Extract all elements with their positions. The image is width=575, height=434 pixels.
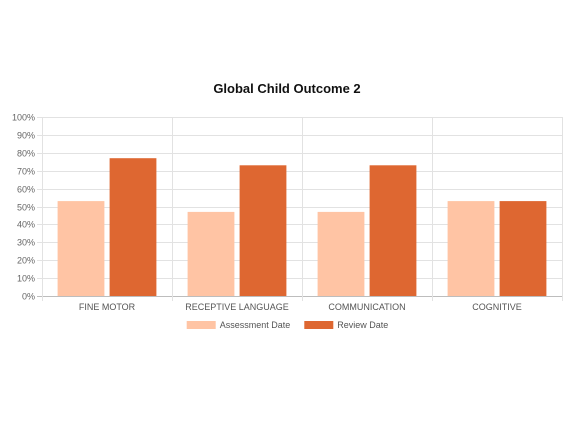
y-tick-label: 50% — [17, 203, 35, 213]
y-tick-label: 10% — [17, 274, 35, 284]
legend-swatch-1 — [304, 321, 334, 329]
legend: Assessment Date Review Date — [186, 320, 388, 330]
y-tick-label: 20% — [17, 256, 35, 266]
y-tick-label: 90% — [17, 131, 35, 141]
legend-swatch-0 — [186, 321, 216, 329]
y-tick-label: 80% — [17, 149, 35, 159]
y-tick-label: 0% — [22, 292, 35, 302]
bar-assessment-0[interactable] — [57, 201, 105, 296]
bars — [57, 158, 547, 296]
bar-assessment-1[interactable] — [187, 211, 235, 296]
x-category-label: COMMUNICATION — [328, 302, 405, 312]
legend-label-0[interactable]: Assessment Date — [220, 320, 291, 330]
x-category-label: RECEPTIVE LANGUAGE — [185, 302, 289, 312]
y-tick-label: 70% — [17, 167, 35, 177]
bar-review-0[interactable] — [109, 158, 157, 296]
x-category-label: COGNITIVE — [472, 302, 522, 312]
bar-review-1[interactable] — [239, 165, 287, 296]
bar-assessment-2[interactable] — [317, 211, 365, 296]
x-axis-labels: FINE MOTOR RECEPTIVE LANGUAGE COMMUNICATIO… — [79, 302, 522, 312]
legend-label-1[interactable]: Review Date — [337, 320, 388, 330]
bar-review-2[interactable] — [369, 165, 417, 296]
bar-assessment-3[interactable] — [447, 201, 495, 296]
y-tick-label: 100% — [12, 113, 35, 123]
y-axis-ticks: 0% 10% 20% 30% 40% 50% 60% 70% 80% 90% 100% — [12, 113, 35, 302]
chart-title: Global Child Outcome 2 — [213, 81, 360, 96]
y-tick-label: 30% — [17, 238, 35, 248]
x-category-label: FINE MOTOR — [79, 302, 136, 312]
y-tick-label: 40% — [17, 220, 35, 230]
y-tick-label: 60% — [17, 185, 35, 195]
bar-review-3[interactable] — [499, 201, 547, 296]
